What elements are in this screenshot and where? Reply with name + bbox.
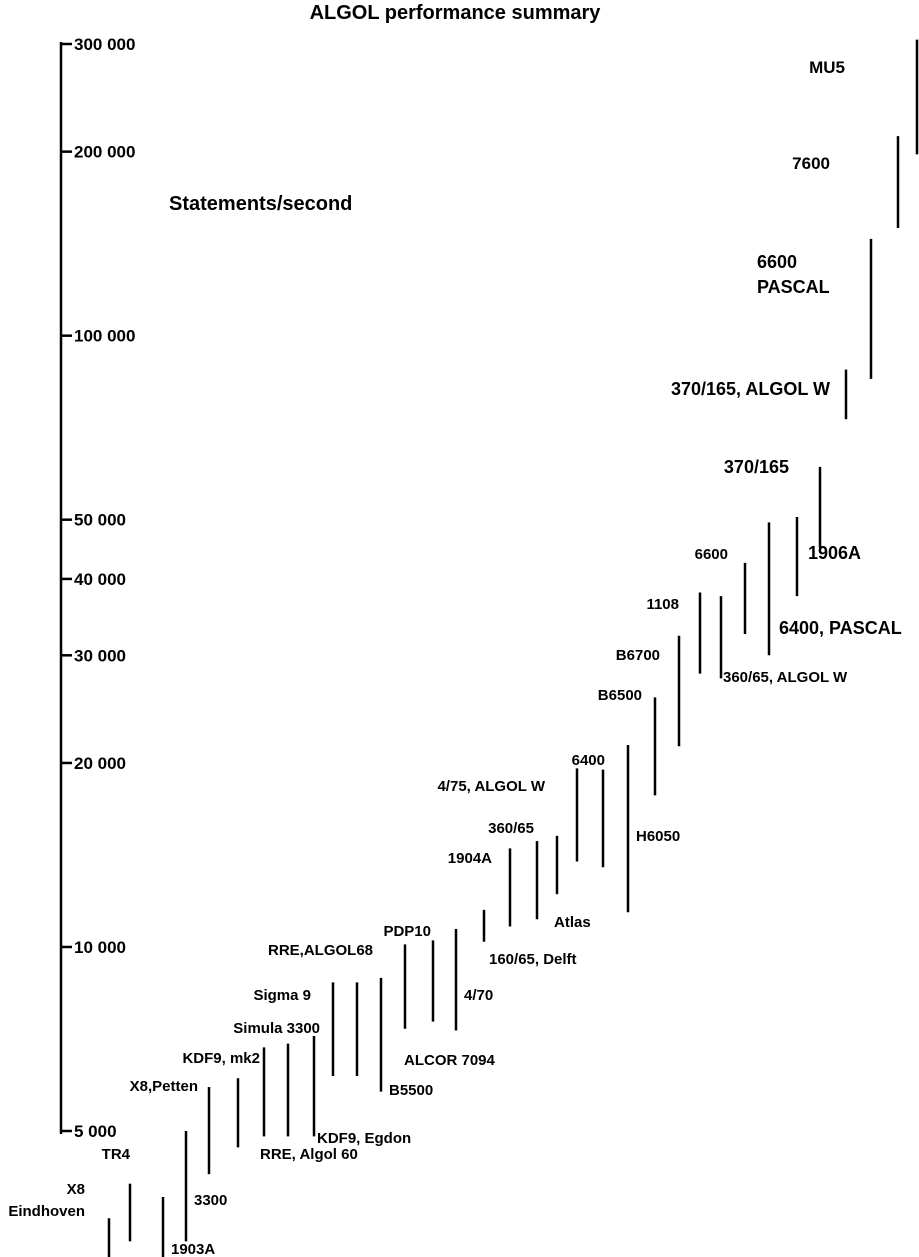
machine-range: 1904A [448, 768, 579, 867]
y-tick-label: 40 000 [74, 570, 126, 589]
range-label: RRE,ALGOL68 [268, 942, 373, 959]
machine-range: 1906A [795, 517, 861, 597]
y-tick-label: 5 000 [74, 1122, 117, 1141]
range-label: 360/65 [488, 820, 534, 837]
machine-ranges: X8 Eindhoven TR4 1903A 3300 X8,Petten KDF9, mk… [8, 39, 919, 1257]
range-label: ALCOR 7094 [404, 1052, 496, 1069]
machine-range: 160/65, Delft [489, 848, 577, 968]
machine-range: 370/165 [724, 457, 822, 548]
range-label: 160/65, Delft [489, 951, 577, 968]
range-label: Sigma 9 [253, 987, 311, 1004]
machine-range: 3300 [184, 1131, 227, 1242]
range-label: 370/165 [724, 457, 789, 477]
machine-range: KDF9, mk2 [182, 1050, 260, 1148]
range-label: 6600 [695, 546, 728, 563]
range-label: 1903A [171, 1241, 215, 1257]
machine-range: TR4 [102, 1146, 132, 1242]
y-tick-label: 20 000 [74, 754, 126, 773]
range-label: 7600 [792, 154, 830, 173]
machine-range: Atlas [554, 835, 591, 931]
range-label: 6400 [572, 752, 605, 769]
range-label: 1904A [448, 850, 492, 867]
range-label: PDP10 [383, 923, 431, 940]
machine-range: 360/65, ALGOL W [719, 596, 848, 686]
machine-range: 1903A [161, 1196, 215, 1257]
machine-range: 6600 [695, 546, 747, 635]
machine-range: 7600 [792, 136, 900, 229]
range-label: H6050 [636, 828, 680, 845]
range-label: B6700 [616, 647, 660, 664]
range-label: Atlas [554, 914, 591, 931]
machine-range: Simula 3300 [233, 1020, 320, 1137]
y-tick-label: 300 000 [74, 35, 135, 54]
machine-range: ALCOR 7094 [403, 944, 496, 1069]
range-label: 1906A [808, 543, 861, 563]
machine-range: 4/75, ALGOL W [437, 778, 546, 942]
y-tick-label: 10 000 [74, 938, 126, 957]
machine-range: X8,Petten [130, 1078, 211, 1175]
y-tick-label: 200 000 [74, 143, 135, 162]
y-tick-label: 50 000 [74, 511, 126, 530]
range-label: 3300 [194, 1192, 227, 1209]
range-label: KDF9, Egdon [317, 1130, 411, 1147]
y-tick-label: 30 000 [74, 646, 126, 665]
range-label: TR4 [102, 1146, 131, 1163]
machine-range: PDP10 [383, 923, 435, 1022]
machine-range: RRE, Algol 60 [260, 1047, 358, 1163]
range-label: 360/65, ALGOL W [723, 669, 848, 686]
machine-range: X8 Eindhoven [8, 1181, 111, 1257]
machine-range: 6600 PASCAL [757, 238, 873, 379]
range-label: 370/165, ALGOL W [671, 379, 830, 399]
machine-range: 4/70 [454, 929, 493, 1031]
machine-range: KDF9, Egdon [286, 1043, 411, 1147]
range-label: B6500 [598, 687, 642, 704]
y-axis-label: Statements/second [169, 193, 352, 215]
range-label: B5500 [389, 1082, 433, 1099]
range-label: 6400, PASCAL [779, 618, 902, 638]
range-label: Simula 3300 [233, 1020, 320, 1037]
machine-range: Sigma 9 [253, 982, 335, 1077]
range-label: 4/75, ALGOL W [437, 778, 545, 795]
y-ticks: 300 000 200 000 100 000 50 000 40 000 30 000 2… [61, 35, 135, 1141]
machine-range: 6400 [572, 752, 605, 868]
range-label: X8,Petten [130, 1078, 198, 1095]
y-tick-label: 100 000 [74, 327, 135, 346]
range-label: 4/70 [464, 987, 493, 1004]
machine-range: B5500 [379, 977, 433, 1099]
chart-title: ALGOL performance summary [310, 2, 602, 24]
range-label: KDF9, mk2 [182, 1050, 260, 1067]
machine-range: H6050 [626, 744, 680, 913]
range-label: 1108 [646, 596, 679, 613]
range-label: X8 Eindhoven [8, 1181, 85, 1220]
range-label: RRE, Algol 60 [260, 1146, 358, 1163]
machine-range: 370/165, ALGOL W [671, 369, 848, 420]
machine-range: B6700 [616, 635, 681, 747]
machine-range: 360/65 [488, 820, 539, 920]
machine-range: B6500 [598, 687, 657, 796]
machine-range: 6400, PASCAL [767, 522, 902, 656]
machine-range: 1108 [646, 592, 702, 674]
machine-range: RRE,ALGOL68 [268, 942, 373, 1077]
range-label: MU5 [809, 58, 845, 77]
machine-range: MU5 [809, 39, 919, 155]
range-label: 6600 PASCAL [757, 252, 830, 297]
